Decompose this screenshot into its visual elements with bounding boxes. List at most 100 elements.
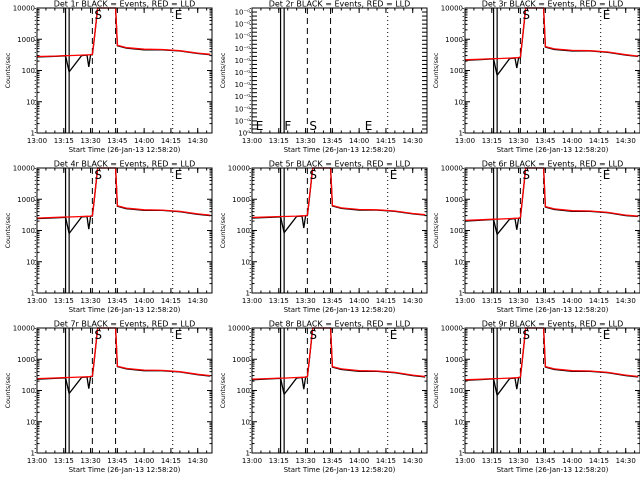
x-tick-label: 13:45 [322,457,342,465]
y-tick-label: 10⁻⁰ [235,33,251,41]
x-axis-label: Start Time (26-Jan-13 12:58:20) [284,306,396,314]
marker-label: S [94,168,102,182]
y-tick-label: 10⁻⁰ [235,69,251,77]
y-tick-label: 10⁻⁰ [235,105,251,113]
events-series-line [37,168,210,234]
y-tick-label: 10 [454,98,463,106]
events-series-line [37,8,210,72]
y-tick-label: 10000 [228,325,250,333]
x-axis-label: Start Time (26-Jan-13 12:58:20) [497,146,609,154]
x-tick-label: 13:15 [269,137,289,145]
marker-label: S [309,328,317,342]
x-tick-label: 13:45 [535,297,555,305]
x-axis-label: Start Time (26-Jan-13 12:58:20) [497,466,609,474]
x-tick-label: 13:00 [455,137,475,145]
marker-label: E [603,168,611,182]
y-tick-label: 100 [22,387,35,395]
x-tick-label: 13:00 [27,457,47,465]
x-tick-label: 13:45 [535,457,555,465]
y-axis-label: Counts/sec [4,52,12,88]
x-tick-label: 14:00 [134,137,154,145]
y-tick-label: 10⁻⁰ [235,9,251,17]
marker-label: S [309,119,317,133]
y-tick-label: 1000 [232,356,250,364]
events-series-line [465,168,638,234]
detector-panel-2: Det 2r BLACK = Events, RED = LLD Counts/s… [219,0,427,154]
marker-label: S [522,8,530,22]
y-axis-label: Counts/sec [219,52,227,88]
marker-label: S [309,168,317,182]
events-series-line [465,8,638,75]
x-tick-label: 13:45 [107,137,127,145]
x-tick-label: 14:00 [349,297,369,305]
x-axis-label: Start Time (26-Jan-13 12:58:20) [284,466,396,474]
y-tick-label: 10 [241,258,250,266]
y-tick-label: 10000 [441,165,463,173]
marker-label: E [175,328,183,342]
x-tick-label: 13:45 [535,137,555,145]
lld-series-line [465,168,638,220]
y-tick-label: 100 [237,387,250,395]
x-tick-label: 13:30 [295,297,315,305]
events-series-line [465,328,638,395]
y-tick-label: 10000 [228,165,250,173]
x-axis-label: Start Time (26-Jan-13 12:58:20) [497,306,609,314]
marker-label: E [390,168,398,182]
x-tick-label: 14:30 [616,297,636,305]
y-axis-label: Counts/sec [219,212,227,248]
y-tick-label: 1000 [17,196,35,204]
y-axis-label: Counts/sec [4,212,12,248]
x-tick-label: 13:15 [482,297,502,305]
x-tick-label: 14:00 [562,137,582,145]
x-tick-label: 14:15 [161,137,181,145]
x-tick-label: 13:30 [508,297,528,305]
y-tick-label: 100 [22,67,35,75]
y-tick-label: 1000 [445,196,463,204]
marker-label: E [175,8,183,22]
y-axis-label: Counts/sec [432,372,440,408]
x-tick-label: 13:00 [27,297,47,305]
y-tick-label: 10 [454,418,463,426]
x-tick-label: 14:30 [188,137,208,145]
y-axis-label: Counts/sec [432,52,440,88]
x-tick-label: 14:30 [188,297,208,305]
marker-label: S [94,328,102,342]
y-tick-label: 1000 [445,36,463,44]
plot-frame [465,168,640,293]
y-axis-label: Counts/sec [432,212,440,248]
panel-title: Det 2r BLACK = Events, RED = LLD [269,0,411,9]
x-tick-label: 13:00 [27,137,47,145]
plot-frame [465,8,640,133]
plot-frame [37,8,212,133]
y-tick-label: 1000 [17,356,35,364]
marker-label: E [390,328,398,342]
x-tick-label: 14:30 [616,137,636,145]
marker-label: E [175,168,183,182]
x-tick-label: 14:15 [589,137,609,145]
y-tick-label: 1000 [445,356,463,364]
plot-frame [465,328,640,453]
y-tick-label: 10 [26,98,35,106]
marker-label: E [365,119,373,133]
y-axis-label: Counts/sec [219,372,227,408]
x-tick-label: 13:30 [80,297,100,305]
marker-label: E [256,119,264,133]
x-tick-label: 14:15 [589,297,609,305]
x-tick-label: 13:30 [295,137,315,145]
x-axis-label: Start Time (26-Jan-13 12:58:20) [69,466,181,474]
x-tick-label: 13:45 [322,137,342,145]
plot-frame [37,328,212,453]
x-tick-label: 14:30 [403,137,423,145]
x-tick-label: 13:30 [508,457,528,465]
events-series-line [37,328,210,394]
y-tick-label: 10 [26,258,35,266]
x-tick-label: 13:00 [242,297,262,305]
y-tick-label: 10000 [13,325,35,333]
detector-panel-4: Det 4r BLACK = Events, RED = LLD Counts/s… [4,160,212,315]
y-tick-label: 10000 [13,5,35,13]
x-tick-label: 14:00 [349,457,369,465]
marker-label: S [94,8,102,22]
lld-series-line [252,168,425,218]
x-axis-label: Start Time (26-Jan-13 12:58:20) [284,146,396,154]
